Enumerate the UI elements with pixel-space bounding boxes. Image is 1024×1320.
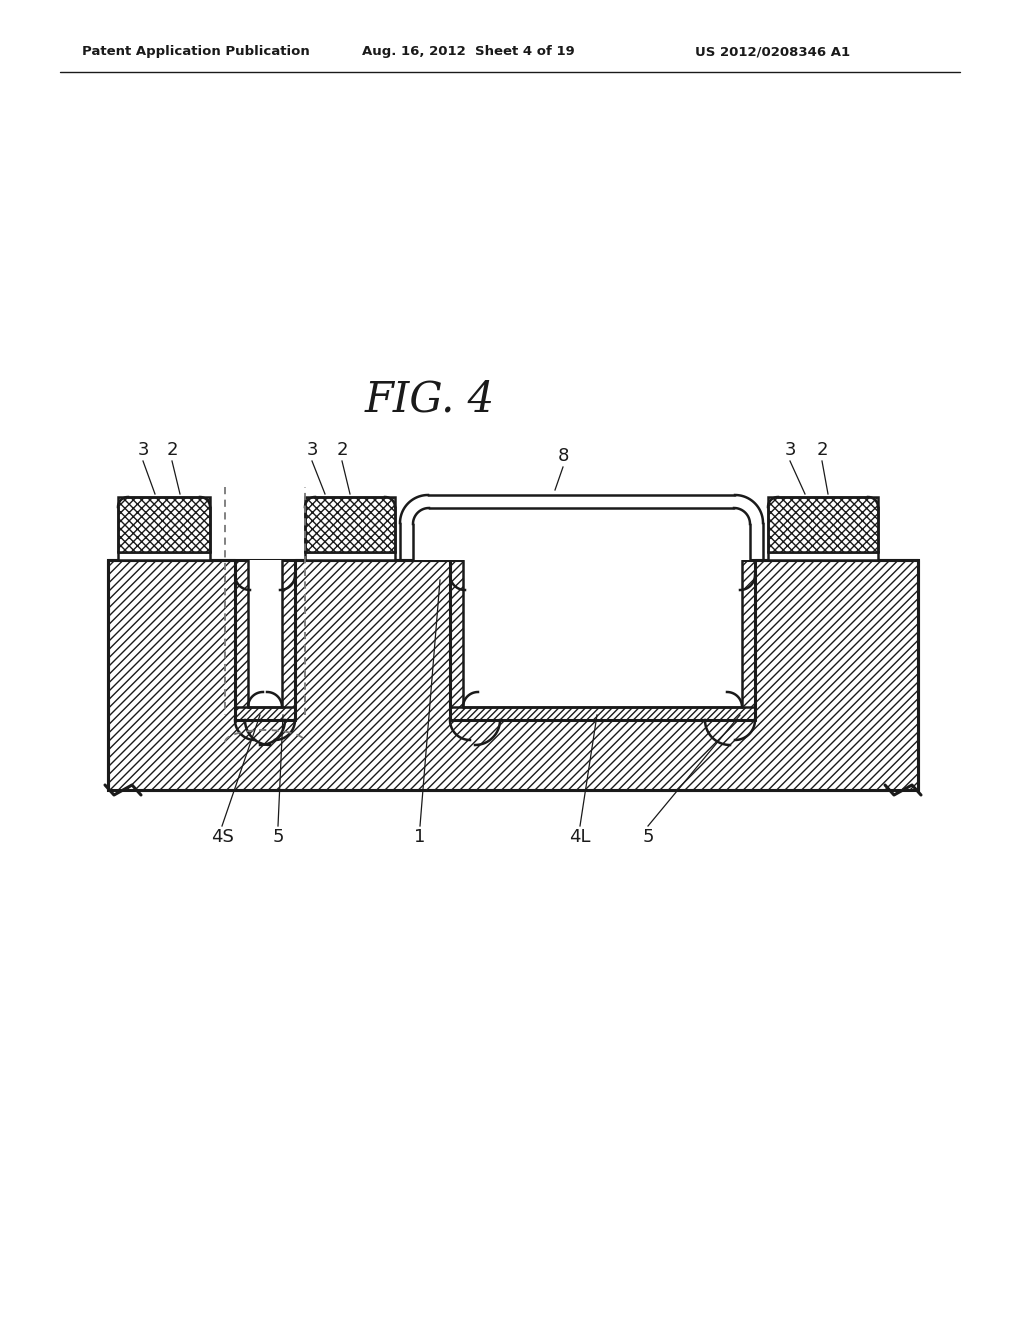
Text: FIG. 4: FIG. 4 <box>365 379 495 421</box>
Polygon shape <box>413 508 750 560</box>
Text: 3: 3 <box>137 441 148 459</box>
Text: 4S: 4S <box>211 828 233 846</box>
Text: 4L: 4L <box>569 828 591 846</box>
Text: US 2012/0208346 A1: US 2012/0208346 A1 <box>695 45 850 58</box>
Text: 5: 5 <box>642 828 653 846</box>
Text: 8: 8 <box>557 447 568 465</box>
Text: 1: 1 <box>415 828 426 846</box>
Polygon shape <box>118 552 210 560</box>
Text: Patent Application Publication: Patent Application Publication <box>82 45 309 58</box>
Polygon shape <box>234 708 295 719</box>
Polygon shape <box>768 498 878 552</box>
Polygon shape <box>305 552 395 560</box>
Text: 3: 3 <box>306 441 317 459</box>
Text: 2: 2 <box>166 441 178 459</box>
Polygon shape <box>450 708 755 719</box>
Text: 3: 3 <box>784 441 796 459</box>
Polygon shape <box>305 498 395 552</box>
Polygon shape <box>118 498 210 552</box>
Polygon shape <box>108 560 918 789</box>
Polygon shape <box>768 552 878 560</box>
Polygon shape <box>463 560 742 708</box>
Polygon shape <box>248 560 282 708</box>
Text: Aug. 16, 2012  Sheet 4 of 19: Aug. 16, 2012 Sheet 4 of 19 <box>362 45 574 58</box>
Text: 2: 2 <box>816 441 827 459</box>
Text: 5: 5 <box>272 828 284 846</box>
Text: 2: 2 <box>336 441 348 459</box>
